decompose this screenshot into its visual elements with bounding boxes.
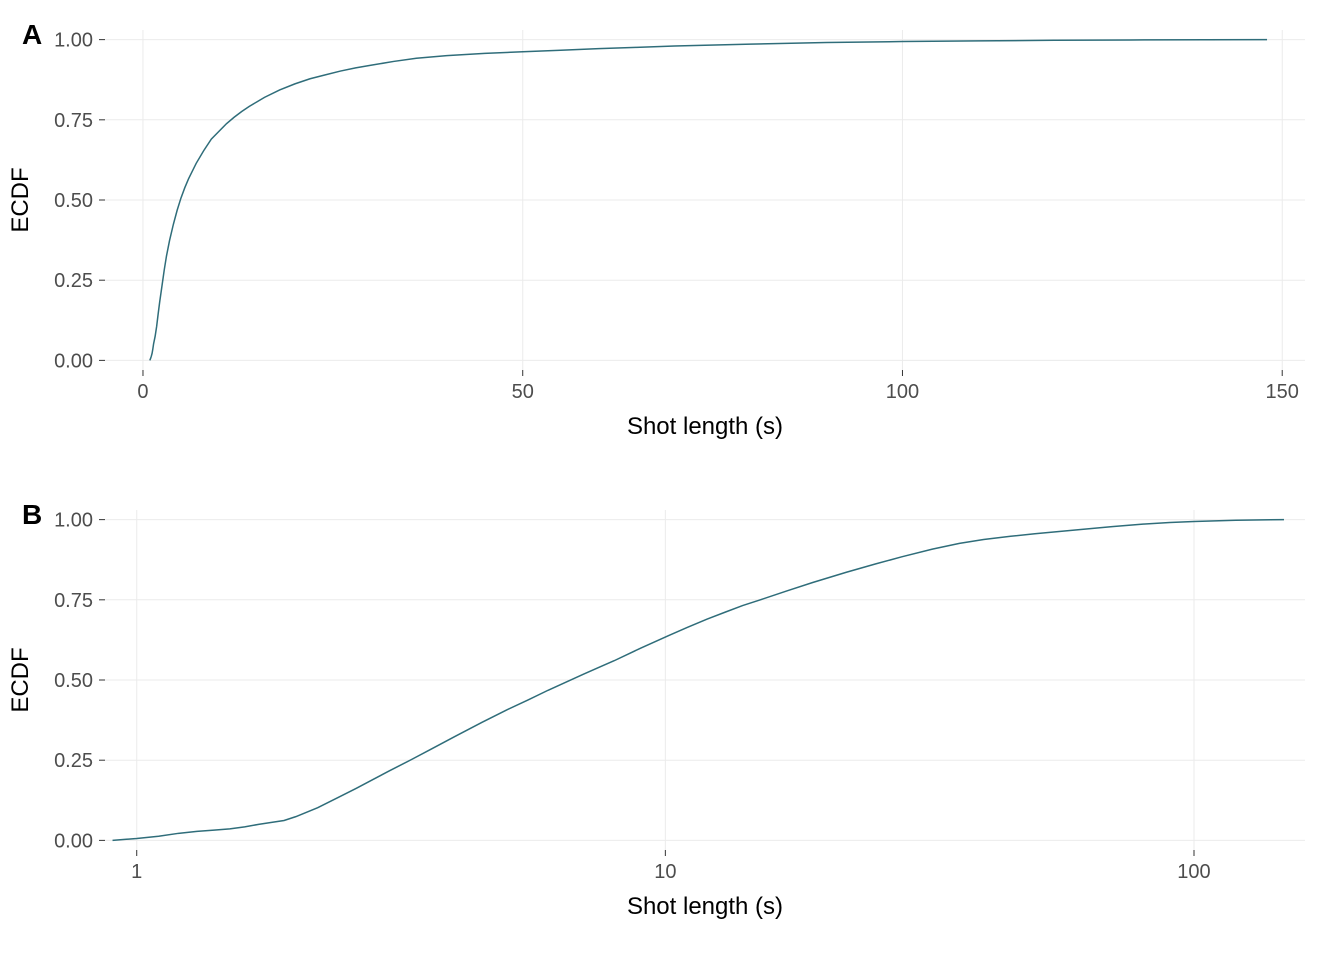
x-tick-label: 100 xyxy=(886,381,919,403)
y-tick-label: 0.25 xyxy=(54,270,93,292)
y-tick-label: 0.00 xyxy=(54,350,93,372)
y-tick-label: 0.75 xyxy=(54,110,93,132)
y-tick-label: 1.00 xyxy=(54,510,93,532)
y-tick-label: 0.00 xyxy=(54,830,93,852)
x-tick-label: 150 xyxy=(1266,381,1299,403)
panel-tag: A xyxy=(22,19,42,50)
figure: 0 50 100 150 0.00 0.25 0.50 0.75 1.00 Shot length… xyxy=(0,0,1344,960)
panel-tag: B xyxy=(22,499,42,530)
panel-a: 0 50 100 150 0.00 0.25 0.50 0.75 1.00 Shot length… xyxy=(0,0,1344,480)
x-tick-label: 100 xyxy=(1177,861,1210,883)
y-tick-label: 0.50 xyxy=(54,190,93,212)
y-tick-label: 0.75 xyxy=(54,590,93,612)
x-tick-label: 50 xyxy=(512,381,534,403)
x-axis-title: Shot length (s) xyxy=(627,893,783,920)
panel-b: 1 10 100 0.00 0.25 0.50 0.75 1.00 Shot length (s… xyxy=(0,480,1344,960)
x-tick-label: 10 xyxy=(654,861,676,883)
x-tick-label: 1 xyxy=(131,861,142,883)
panel-b-svg: 1 10 100 0.00 0.25 0.50 0.75 1.00 Shot length (s… xyxy=(0,480,1344,960)
y-tick-label: 0.25 xyxy=(54,750,93,772)
x-tick-label: 0 xyxy=(137,381,148,403)
y-tick-label: 1.00 xyxy=(54,30,93,52)
y-axis-title: ECDF xyxy=(7,647,34,712)
x-axis-title: Shot length (s) xyxy=(627,413,783,440)
y-tick-label: 0.50 xyxy=(54,670,93,692)
y-axis-title: ECDF xyxy=(7,167,34,232)
panel-a-svg: 0 50 100 150 0.00 0.25 0.50 0.75 1.00 Shot length… xyxy=(0,0,1344,480)
